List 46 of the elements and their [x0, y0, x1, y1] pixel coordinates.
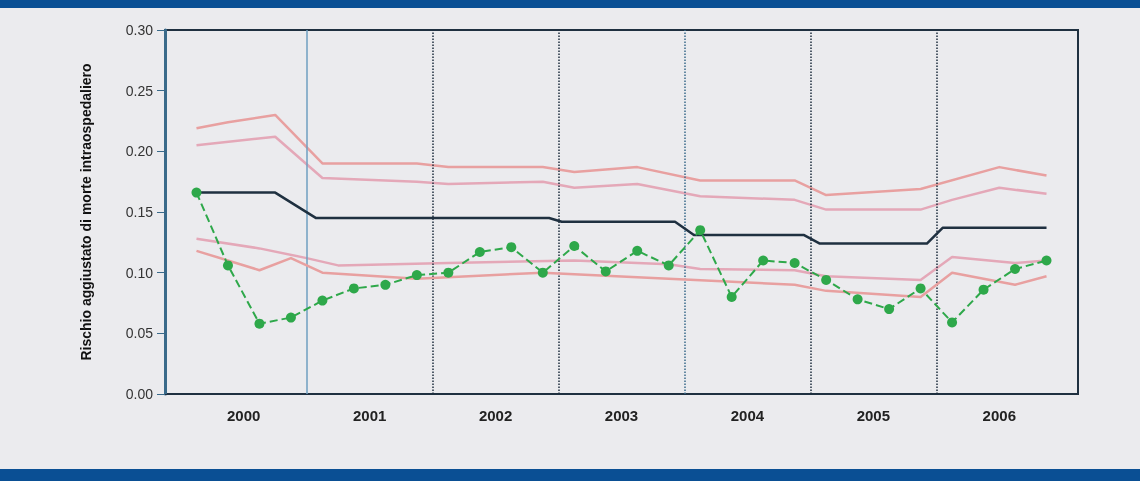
y-tick-label: 0.05: [125, 325, 154, 342]
y-tick-label: 0.10: [125, 264, 154, 281]
y-tick-label: 0.15: [125, 204, 154, 220]
point: [254, 318, 265, 329]
point: [317, 295, 328, 306]
point: [222, 260, 233, 271]
point: [443, 267, 454, 278]
point: [632, 245, 643, 256]
point: [915, 283, 926, 294]
point: [537, 267, 548, 278]
point: [285, 312, 296, 323]
x-tick-label: 2005: [856, 407, 891, 424]
y-tick-label: 0.00: [125, 386, 154, 402]
x-tick-label: 2002: [478, 407, 513, 424]
y-tick-label: 0.20: [125, 143, 154, 160]
point: [663, 260, 674, 271]
point: [474, 247, 485, 258]
y-tick-label: 0.30: [125, 22, 154, 38]
line-series: [195, 113, 1048, 197]
point: [789, 257, 800, 268]
x-tick-label: 2001: [352, 407, 387, 424]
point: [191, 187, 202, 198]
point: [947, 317, 958, 328]
point: [1010, 264, 1021, 275]
point: [348, 283, 359, 294]
point: [506, 242, 517, 253]
line-series: [195, 249, 1048, 299]
x-tick-label: 2004: [730, 407, 765, 424]
x-tick-label: 2000: [227, 407, 261, 424]
point: [758, 255, 769, 266]
x-tick-label: 2006: [982, 407, 1016, 424]
point: [821, 274, 832, 285]
line-series: [195, 135, 1048, 211]
point: [852, 294, 863, 305]
point: [1041, 255, 1052, 266]
point: [600, 266, 611, 277]
y-axis-title: Rischio aggiustato di morte intraospedaliero: [78, 63, 94, 361]
point: [569, 240, 580, 251]
y-tick-label: 0.25: [125, 82, 154, 99]
point: [695, 225, 706, 236]
point: [884, 304, 895, 315]
point: [726, 291, 737, 302]
x-tick-label: 2003: [604, 407, 639, 424]
point: [411, 270, 422, 281]
point: [978, 284, 989, 295]
point: [380, 279, 391, 290]
